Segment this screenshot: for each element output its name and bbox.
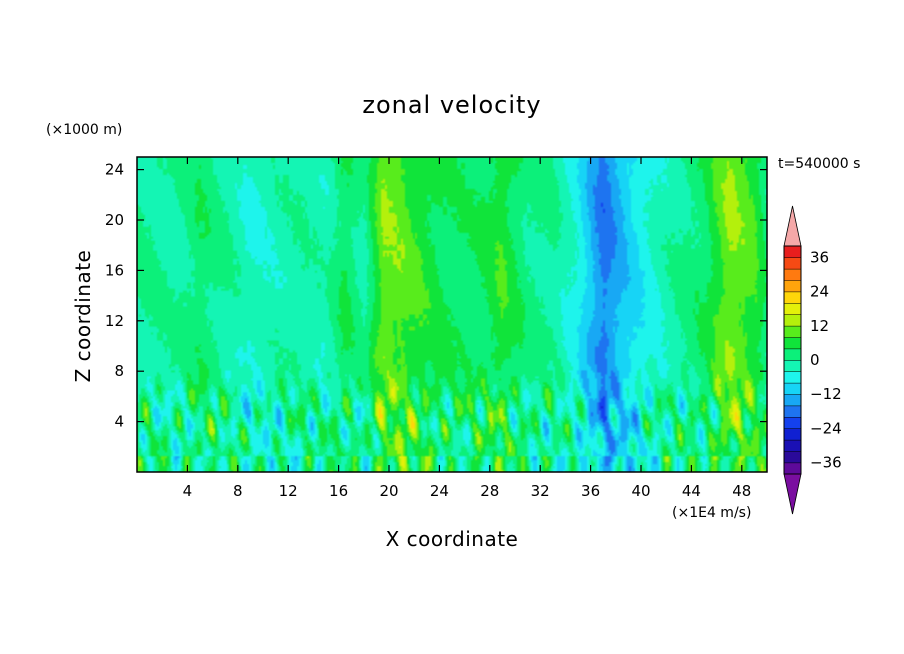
- colorbar-segment: [783, 439, 802, 452]
- colorbar-segment: [783, 371, 802, 384]
- chart-title: zonal velocity: [362, 91, 541, 119]
- y-tick-label: 8: [114, 362, 124, 380]
- time-label: t=540000 s: [778, 156, 860, 172]
- heatmap-plot-area: [137, 157, 767, 472]
- x-units-label: (×1E4 m/s): [672, 505, 751, 521]
- colorbar-segment: [783, 325, 802, 338]
- colorbar-segment: [783, 450, 802, 464]
- x-axis-ticks: 4 8 12 16 20 24 28 32 36 40 44 48: [183, 157, 751, 500]
- x-tick-label: 48: [732, 482, 751, 500]
- colorbar-tick-label: 12: [810, 317, 829, 335]
- x-tick-label: 32: [531, 482, 550, 500]
- colorbar-segment: [783, 336, 802, 350]
- y-units-label: (×1000 m): [46, 122, 122, 138]
- colorbar-segment: [783, 416, 802, 429]
- heatmap-field: [137, 157, 767, 472]
- x-tick-label: 16: [329, 482, 348, 500]
- colorbar-segment: [783, 348, 802, 361]
- x-tick-label: 40: [631, 482, 650, 500]
- colorbar-segment: [783, 291, 802, 304]
- colorbar-segment: [783, 268, 802, 281]
- colorbar: 36 24 12 0 −12 −24 −36: [783, 205, 842, 515]
- y-axis-ticks: 4 8 12 16 20 24: [105, 161, 767, 431]
- colorbar-segment: [783, 393, 802, 407]
- colorbar-frame: [783, 245, 802, 475]
- colorbar-segment: [783, 405, 802, 418]
- x-tick-label: 20: [379, 482, 398, 500]
- colorbar-tick-label: 36: [810, 248, 829, 266]
- colorbar-tick-label: −36: [810, 454, 842, 472]
- colorbar-segment: [783, 382, 802, 395]
- colorbar-segment: [783, 428, 802, 441]
- y-tick-label: 12: [105, 312, 124, 330]
- x-tick-label: 12: [279, 482, 298, 500]
- x-tick-label: 4: [183, 482, 193, 500]
- colorbar-segment: [783, 359, 802, 372]
- y-tick-label: 16: [105, 261, 124, 279]
- x-tick-label: 44: [682, 482, 701, 500]
- x-axis-label: X coordinate: [386, 527, 519, 551]
- colorbar-segment: [783, 279, 802, 293]
- colorbar-under-arrow: [783, 473, 802, 515]
- colorbar-segment: [783, 462, 802, 475]
- x-tick-label: 8: [233, 482, 243, 500]
- y-tick-label: 20: [105, 211, 124, 229]
- colorbar-segment: [783, 245, 802, 258]
- x-tick-label: 28: [480, 482, 499, 500]
- colorbar-segment: [783, 302, 802, 315]
- colorbar-segment: [783, 257, 802, 270]
- plot-frame: [136, 156, 768, 473]
- y-axis-label: Z coordinate: [71, 250, 95, 383]
- y-tick-label: 4: [114, 413, 124, 431]
- x-tick-label: 36: [581, 482, 600, 500]
- colorbar-segment: [783, 314, 802, 327]
- colorbar-over-arrow: [783, 205, 802, 247]
- colorbar-tick-label: 24: [810, 283, 829, 301]
- colorbar-tick-label: −12: [810, 385, 842, 403]
- colorbar-tick-label: −24: [810, 419, 842, 437]
- y-tick-label: 24: [105, 161, 124, 179]
- x-tick-label: 24: [430, 482, 449, 500]
- colorbar-tick-label: 0: [810, 351, 820, 369]
